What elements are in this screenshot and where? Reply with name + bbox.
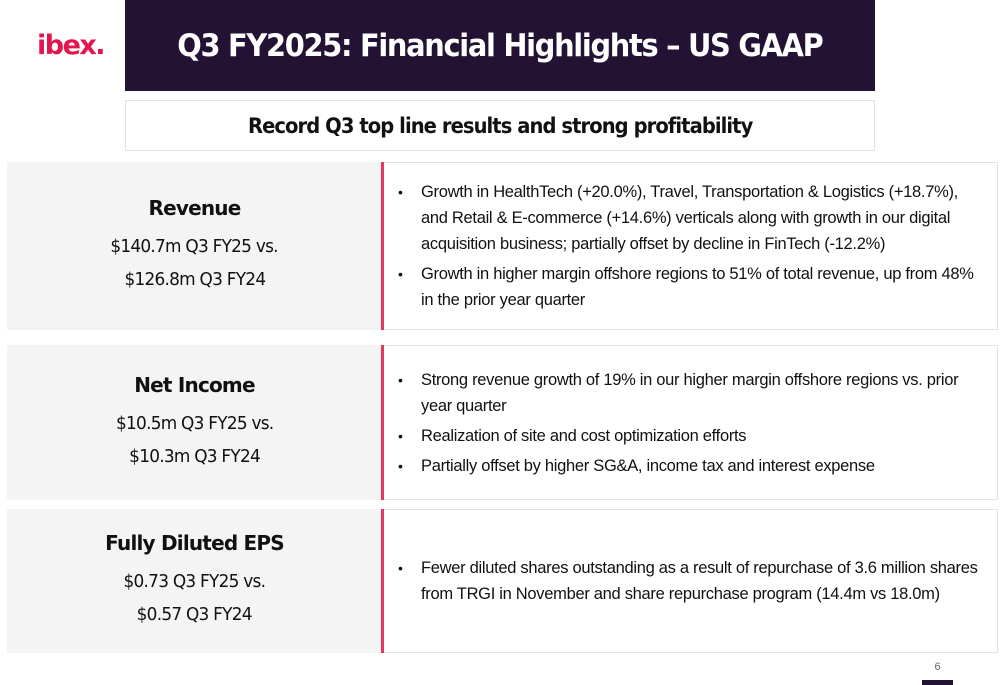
eps-details-panel: Fewer diluted shares outstanding as a re… [384,509,998,653]
revenue-metric-panel: Revenue $140.7m Q3 FY25 vs. $126.8m Q3 F… [7,162,382,330]
revenue-bullet-list: Growth in HealthTech (+20.0%), Travel, T… [398,175,981,317]
eps-bullet-list: Fewer diluted shares outstanding as a re… [398,551,981,611]
subtitle-box: Record Q3 top line results and strong pr… [125,100,875,151]
eps-prior-value: $0.57 Q3 FY24 [136,604,253,625]
net-income-bullet-list: Strong revenue growth of 19% in our high… [398,363,981,483]
revenue-details-panel: Growth in HealthTech (+20.0%), Travel, T… [384,162,998,330]
net-income-metric-panel: Net Income $10.5m Q3 FY25 vs. $10.3m Q3 … [7,345,382,500]
net-income-bullet: Partially offset by higher SG&A, income … [398,453,981,479]
revenue-bullet: Growth in HealthTech (+20.0%), Travel, T… [398,179,981,257]
net-income-current-value: $10.5m Q3 FY25 vs. [115,412,274,434]
eps-bullet: Fewer diluted shares outstanding as a re… [398,555,981,607]
revenue-divider [381,162,384,330]
eps-current-value: $0.73 Q3 FY25 vs. [123,571,266,592]
net-income-prior-value: $10.3m Q3 FY24 [129,445,261,467]
ibex-logo: ibex. [37,30,106,61]
eps-divider [381,509,384,653]
revenue-current-value: $140.7m Q3 FY25 vs. [110,236,279,257]
net-income-title: Net Income [134,372,255,397]
revenue-prior-value: $126.8m Q3 FY24 [124,269,266,290]
net-income-details-panel: Strong revenue growth of 19% in our high… [384,345,998,500]
slide-title: Q3 FY2025: Financial Highlights – US GAA… [177,27,823,64]
title-bar: Q3 FY2025: Financial Highlights – US GAA… [125,0,875,91]
net-income-divider [381,345,384,500]
net-income-section: Net Income $10.5m Q3 FY25 vs. $10.3m Q3 … [7,345,998,500]
eps-title: Fully Diluted EPS [105,531,285,555]
net-income-bullet: Strong revenue growth of 19% in our high… [398,367,981,419]
net-income-bullet: Realization of site and cost optimizatio… [398,423,981,449]
revenue-title: Revenue [148,196,241,220]
page-number: 6 [934,661,941,673]
revenue-bullet: Growth in higher margin offshore regions… [398,261,981,313]
page-footer-mark [922,680,953,685]
revenue-section: Revenue $140.7m Q3 FY25 vs. $126.8m Q3 F… [7,162,998,330]
eps-section: Fully Diluted EPS $0.73 Q3 FY25 vs. $0.5… [7,509,998,653]
slide-subtitle: Record Q3 top line results and strong pr… [247,113,753,138]
eps-metric-panel: Fully Diluted EPS $0.73 Q3 FY25 vs. $0.5… [7,509,382,653]
